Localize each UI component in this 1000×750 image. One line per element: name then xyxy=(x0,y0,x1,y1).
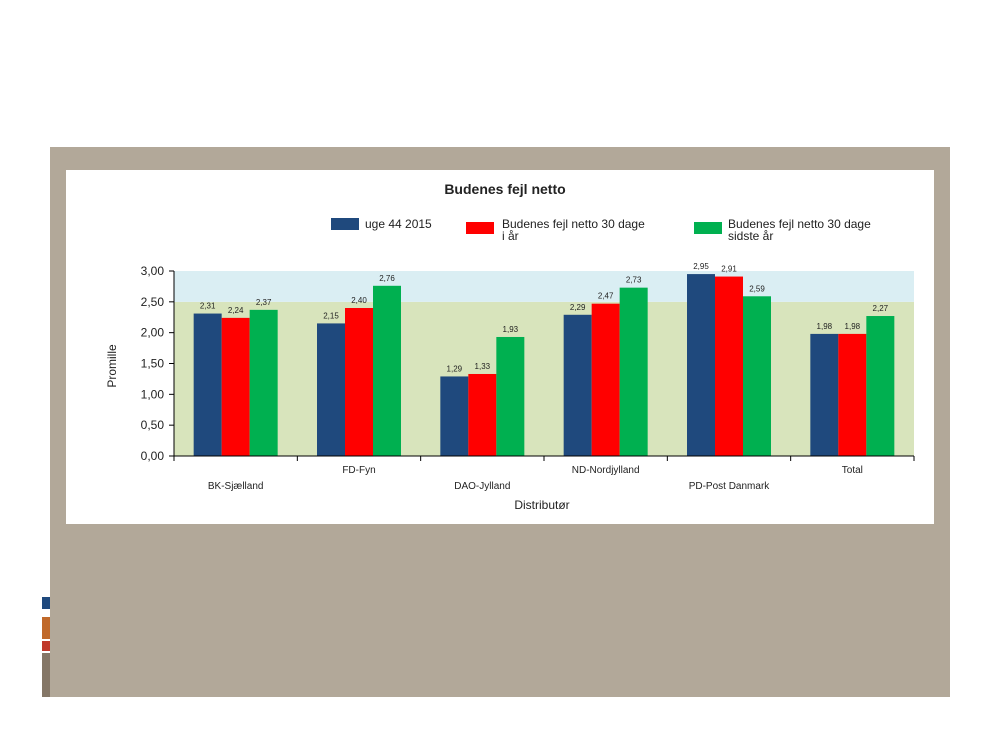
data-labels: 2,31 2,24 2,37 2,15 2,40 2,76 1,29 1,33 1,93 2,29… xyxy=(200,262,889,373)
x-tick-label-2: FD-Fyn xyxy=(342,465,375,476)
data-label-series-1-2: 2,15 xyxy=(323,311,339,320)
plot-background-bands xyxy=(174,271,914,456)
bar-series-2-3 xyxy=(468,373,497,456)
data-label-series-3-4: 2,73 xyxy=(626,276,642,285)
bar-series-1-2 xyxy=(317,323,345,456)
chart-legend: uge 44 2015 Budenes fejl netto 30 dage i… xyxy=(331,217,871,243)
bar-series-1-3 xyxy=(440,376,469,456)
data-label-series-1-6: 1,98 xyxy=(817,322,833,331)
bar-series-1-5 xyxy=(687,274,715,456)
y-tick-label-7: 3,00 xyxy=(141,264,165,278)
bar-series-1-4 xyxy=(563,314,592,456)
y-tick-label-5: 2,00 xyxy=(141,326,165,340)
plot-band-1 xyxy=(174,301,914,456)
chart-frame: Budenes fejl netto uge 44 2015 Budenes f… xyxy=(66,170,934,524)
chart-title: Budenes fejl netto xyxy=(444,181,565,197)
y-axis-title: Promille xyxy=(105,344,119,388)
y-tick-label-2: 0,50 xyxy=(141,418,165,432)
data-label-series-1-5: 2,95 xyxy=(693,262,709,271)
data-label-series-3-1: 2,37 xyxy=(256,298,272,307)
data-label-series-2-2: 2,40 xyxy=(351,296,367,305)
data-label-series-1-1: 2,31 xyxy=(200,302,216,311)
x-tick-label-1: BK-Sjælland xyxy=(208,481,264,492)
bar-series-1-1 xyxy=(193,313,222,456)
legend-label-series-2-line-1: Budenes fejl netto 30 dage xyxy=(502,217,645,231)
data-label-series-3-2: 2,76 xyxy=(379,274,395,283)
bar-series-3-2 xyxy=(373,285,401,456)
data-label-series-2-4: 2,47 xyxy=(598,292,614,301)
data-label-series-2-6: 1,98 xyxy=(845,322,861,331)
legend-swatch-series-2 xyxy=(466,222,494,234)
y-tick-label-1: 0,00 xyxy=(141,449,165,463)
x-tick-label-4: ND-Nordjylland xyxy=(572,465,640,476)
x-tick-label-6: Total xyxy=(842,465,863,476)
bar-series-2-6 xyxy=(838,333,867,456)
data-label-series-3-3: 1,93 xyxy=(503,325,519,334)
chart-axes: 0,00 0,50 1,00 1,50 2,00 2,50 3,00 BK-Sjælland F… xyxy=(141,264,915,492)
legend-swatch-series-3 xyxy=(694,222,722,234)
y-tick-label-6: 2,50 xyxy=(141,295,165,309)
accent-bar-blue xyxy=(42,597,50,609)
legend-swatch-series-1 xyxy=(331,218,359,230)
bar-series xyxy=(193,274,895,456)
legend-label-series-2-line-2: i år xyxy=(502,229,519,243)
data-label-series-1-3: 1,29 xyxy=(447,364,463,373)
bar-series-2-5 xyxy=(715,276,743,456)
y-tick-label-4: 1,50 xyxy=(141,357,165,371)
bar-series-3-3 xyxy=(496,336,525,456)
y-tick-label-3: 1,00 xyxy=(141,387,165,401)
bar-series-3-5 xyxy=(743,296,771,456)
data-label-series-2-5: 2,91 xyxy=(721,265,737,274)
plot-band-2 xyxy=(174,271,914,302)
bar-series-2-4 xyxy=(591,303,620,456)
accent-bar-grey xyxy=(42,653,50,697)
x-tick-label-5: PD-Post Danmark xyxy=(689,481,771,492)
bar-series-3-4 xyxy=(619,287,648,456)
bar-series-3-1 xyxy=(249,309,278,456)
data-label-series-2-1: 2,24 xyxy=(228,306,244,315)
accent-bar-orange xyxy=(42,617,50,639)
legend-label-series-1: uge 44 2015 xyxy=(365,217,432,231)
legend-label-series-3-line-2: sidste år xyxy=(728,229,773,243)
data-label-series-1-4: 2,29 xyxy=(570,303,586,312)
x-axis-title: Distributør xyxy=(514,498,569,512)
bar-series-3-6 xyxy=(866,316,895,456)
x-tick-label-3: DAO-Jylland xyxy=(454,481,510,492)
data-label-series-3-5: 2,59 xyxy=(749,284,765,293)
accent-bar-red xyxy=(42,641,50,651)
data-label-series-3-6: 2,27 xyxy=(873,304,889,313)
legend-label-series-3-line-1: Budenes fejl netto 30 dage xyxy=(728,217,871,231)
bar-chart: Budenes fejl netto uge 44 2015 Budenes f… xyxy=(105,181,915,512)
bar-series-1-6 xyxy=(810,333,839,456)
bar-series-2-2 xyxy=(345,308,373,456)
data-label-series-2-3: 1,33 xyxy=(475,362,491,371)
bar-series-2-1 xyxy=(221,317,250,456)
